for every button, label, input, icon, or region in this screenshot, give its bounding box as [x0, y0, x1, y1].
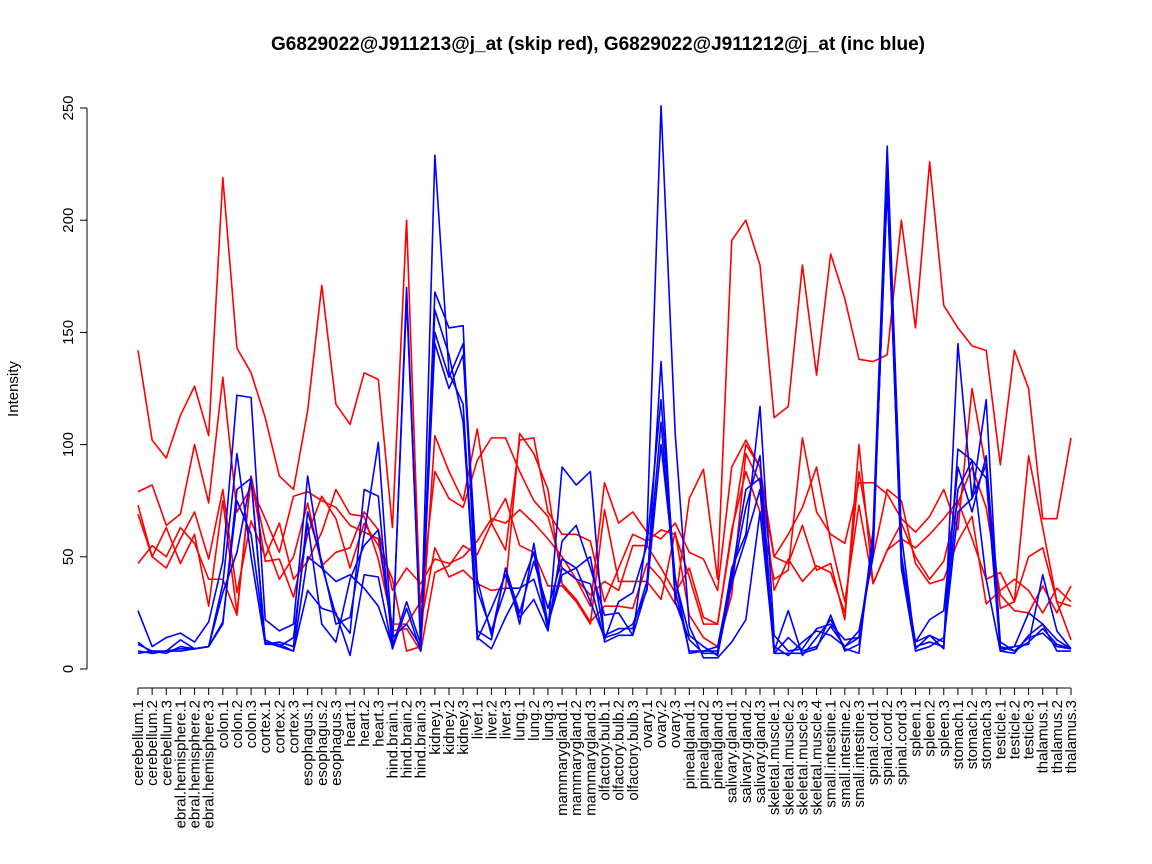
- x-tick-label: spinal.cord.2: [879, 700, 896, 785]
- x-tick-label: hind.brain.1: [384, 700, 401, 778]
- y-tick-label: 0: [60, 665, 77, 673]
- x-tick-label: liver.3: [498, 700, 515, 739]
- x-tick-label: hind.brain.3: [413, 700, 430, 778]
- x-tick-label: mammarygland.3: [582, 700, 599, 816]
- x-tick-label: hind.brain.2: [399, 700, 416, 778]
- x-tick-label: pinealgland.2: [695, 700, 712, 789]
- series-line-inc-10: [137, 185, 1072, 657]
- x-tick-label: cortex.3: [286, 700, 303, 753]
- x-tick-label: mammarygland.1: [554, 700, 571, 816]
- x-tick-label: skeletal.muscle.1: [766, 700, 783, 815]
- y-axis: 0 50 100 150 200 250: [60, 95, 88, 673]
- x-tick-label: testicle.3: [1021, 700, 1038, 759]
- x-tick-label: ebral.hemisphere.2: [187, 700, 204, 828]
- x-tick-label: cortex.1: [257, 700, 274, 753]
- x-tick-label: cerebellum.3: [158, 700, 175, 786]
- x-tick-label: salivary.gland.2: [738, 700, 755, 803]
- x-tick-label: liver.1: [469, 700, 486, 739]
- x-tick-label: cortex.2: [271, 700, 288, 753]
- y-tick-label: 100: [60, 432, 77, 457]
- series-line-skip-2: [137, 376, 1072, 652]
- x-tick-label: salivary.gland.1: [724, 700, 741, 803]
- x-tick-label: testicle.1: [992, 700, 1009, 759]
- series-line-inc-9: [137, 185, 1072, 657]
- y-tick-label: 250: [60, 95, 77, 120]
- x-tick-label: lung.2: [526, 700, 543, 741]
- x-tick-label: spinal.cord.3: [893, 700, 910, 785]
- x-axis: cerebellum.1cerebellum.2cerebellum.3ebra…: [130, 687, 1080, 828]
- x-tick-label: heart.3: [370, 700, 387, 747]
- x-tick-label: stomach.3: [978, 700, 995, 769]
- x-tick-label: thalamus.2: [1049, 700, 1066, 773]
- x-tick-label: testicle.2: [1006, 700, 1023, 759]
- x-tick-label: salivary.gland.3: [752, 700, 769, 803]
- x-tick-label: cerebellum.1: [130, 700, 147, 786]
- x-tick-label: skeletal.muscle.2: [780, 700, 797, 815]
- x-tick-label: heart.2: [356, 700, 373, 747]
- y-tick-label: 150: [60, 320, 77, 345]
- x-tick-label: spleen.1: [908, 700, 925, 757]
- x-tick-label: liver.2: [483, 700, 500, 739]
- x-tick-label: kidney.2: [441, 700, 458, 755]
- series-line-skip-3: [137, 428, 1072, 652]
- x-tick-label: esophagus.2: [314, 700, 331, 786]
- x-tick-label: ovary.3: [667, 700, 684, 748]
- x-tick-label: small.intestine.1: [823, 700, 840, 808]
- x-tick-label: pinealgland.1: [681, 700, 698, 789]
- x-tick-label: colon.3: [243, 700, 260, 748]
- x-tick-label: kidney.3: [455, 700, 472, 755]
- x-tick-label: mammarygland.2: [568, 700, 585, 816]
- x-tick-label: spleen.2: [922, 700, 939, 757]
- x-tick-label: stomach.1: [950, 700, 967, 769]
- chart-title: G6829022@J911213@j_at (skip red), G68290…: [271, 34, 925, 55]
- x-tick-label: thalamus.3: [1063, 700, 1080, 773]
- x-tick-label: colon.1: [215, 700, 232, 748]
- x-tick-label: ovary.2: [653, 700, 670, 748]
- y-tick-label: 200: [60, 208, 77, 233]
- y-tick-label: 50: [60, 548, 77, 565]
- x-tick-label: heart.1: [342, 700, 359, 747]
- x-tick-label: spleen.3: [936, 700, 953, 757]
- x-tick-label: olfactory.bulb.3: [625, 700, 642, 801]
- x-tick-label: thalamus.1: [1035, 700, 1052, 773]
- series-layer: [137, 104, 1072, 659]
- x-tick-label: olfactory.bulb.1: [597, 700, 614, 801]
- x-tick-label: skeletal.muscle.3: [794, 700, 811, 815]
- x-tick-label: small.intestine.3: [851, 700, 868, 808]
- x-tick-label: lung.1: [512, 700, 529, 741]
- series-line-skip-1: [137, 161, 1072, 625]
- series-line-inc-7: [137, 152, 1072, 657]
- y-axis-label: Intensity: [5, 361, 22, 417]
- x-tick-label: esophagus.1: [300, 700, 317, 786]
- x-tick-label: small.intestine.2: [837, 700, 854, 808]
- x-tick-label: ebral.hemisphere.1: [172, 700, 189, 828]
- series-line-skip-5: [137, 437, 1072, 625]
- x-tick-label: ovary.1: [639, 700, 656, 748]
- x-tick-label: esophagus.3: [328, 700, 345, 786]
- x-tick-label: pinealgland.3: [710, 700, 727, 789]
- x-tick-label: lung.3: [540, 700, 557, 741]
- x-tick-label: ebral.hemisphere.3: [201, 700, 218, 828]
- series-line-skip-4: [137, 443, 1072, 625]
- x-tick-label: spinal.cord.1: [865, 700, 882, 785]
- x-tick-label: cerebellum.2: [144, 700, 161, 786]
- x-tick-label: stomach.2: [964, 700, 981, 769]
- x-tick-label: kidney.1: [427, 700, 444, 755]
- x-tick-label: colon.2: [229, 700, 246, 748]
- x-tick-label: olfactory.bulb.2: [611, 700, 628, 801]
- x-tick-label: skeletal.muscle.4: [809, 700, 826, 815]
